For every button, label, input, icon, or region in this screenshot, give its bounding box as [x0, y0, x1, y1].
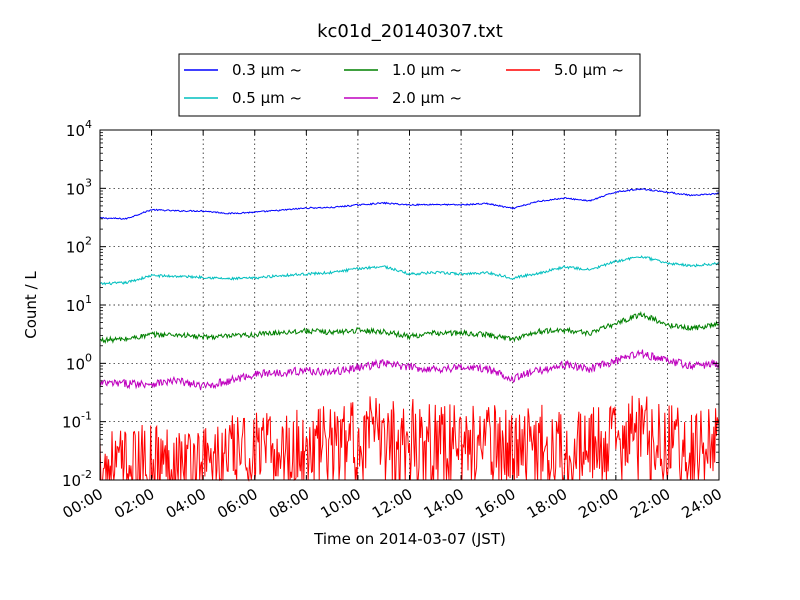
- legend-label: 5.0 μm ~: [554, 61, 624, 79]
- y-tick-label: 104: [66, 118, 92, 140]
- series-line: [99, 255, 720, 286]
- y-axis-label: Count / L: [22, 271, 40, 339]
- legend-label: 2.0 μm ~: [392, 89, 462, 107]
- legend-label: 0.3 μm ~: [232, 61, 302, 79]
- series-line: [99, 349, 720, 391]
- legend: 0.3 μm ~ 0.5 μm ~ 1.0 μm ~ 2.0 μm ~ 5.0 μm ~: [178, 53, 641, 117]
- series-line: [99, 395, 720, 482]
- y-tick-labels: 10-2 10-1 100 101 102 103 104: [62, 118, 92, 490]
- chart-title: kc01d_20140307.txt: [317, 21, 503, 42]
- series-line: [99, 187, 720, 220]
- y-tick-label: 101: [66, 293, 92, 315]
- x-axis-label: Time on 2014-03-07 (JST): [313, 530, 506, 548]
- series-line: [99, 310, 720, 344]
- y-tick-label: 10-2: [62, 468, 92, 490]
- ticks: [99, 129, 720, 481]
- legend-label: 1.0 μm ~: [392, 61, 462, 79]
- y-tick-label: 103: [66, 176, 92, 198]
- y-tick-label: 100: [66, 351, 92, 373]
- y-tick-label: 102: [66, 235, 92, 257]
- y-tick-label: 10-1: [62, 410, 92, 432]
- plot-lines: [99, 187, 720, 482]
- legend-label: 0.5 μm ~: [232, 89, 302, 107]
- legend-box: [178, 53, 641, 117]
